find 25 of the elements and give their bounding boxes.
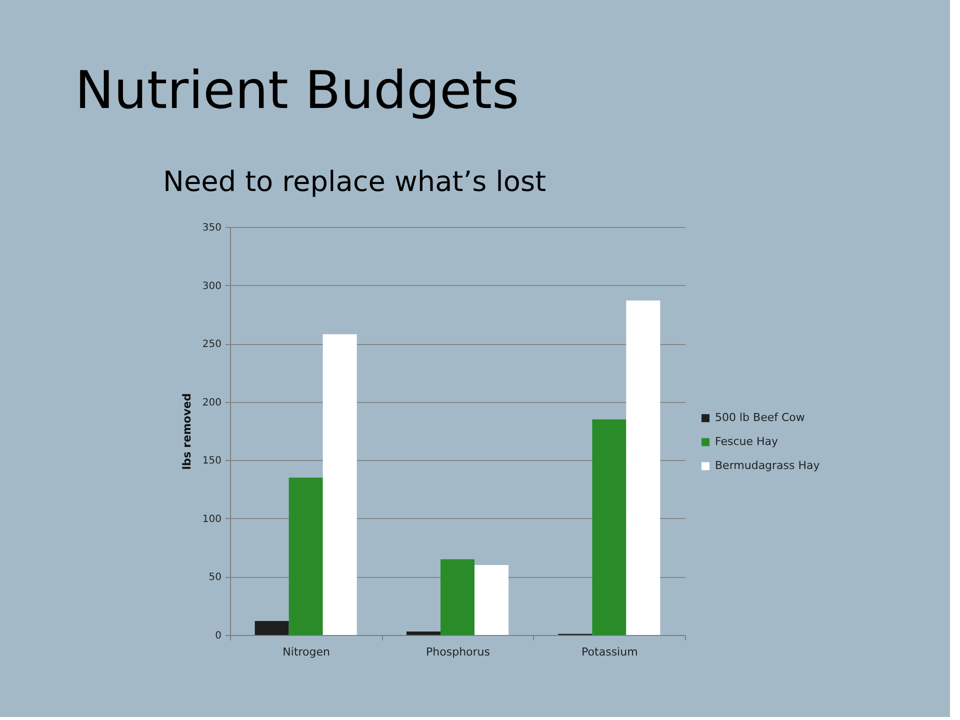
y-tick-label: 50 xyxy=(208,572,222,584)
bar xyxy=(254,621,289,635)
chart-subtitle: Need to replace what’s lost xyxy=(163,165,546,198)
y-axis-title: lbs removed xyxy=(180,393,194,470)
x-tick-label: Potassium xyxy=(582,646,638,658)
x-tick-label: Nitrogen xyxy=(282,646,330,658)
x-tick-label: Phosphorus xyxy=(426,646,490,658)
y-tick-label: 350 xyxy=(202,222,222,234)
bar xyxy=(288,478,323,635)
y-tick-label: 250 xyxy=(202,339,222,350)
legend-label: Fescue Hay xyxy=(715,435,779,448)
y-tick-label: 200 xyxy=(202,397,222,408)
bar xyxy=(592,419,626,635)
legend-label: Bermudagrass Hay xyxy=(715,459,820,472)
y-tick-label: 150 xyxy=(202,456,222,467)
bar xyxy=(474,565,509,635)
y-tick-label: 300 xyxy=(202,280,222,292)
bar xyxy=(626,300,660,635)
bar xyxy=(322,334,357,635)
y-tick-label: 0 xyxy=(215,630,222,642)
bar xyxy=(406,632,440,635)
legend-label: 500 lb Beef Cow xyxy=(715,411,805,424)
chart-title: Nutrient Budgets xyxy=(75,61,520,121)
bar xyxy=(440,559,475,635)
y-tick-label: 100 xyxy=(202,514,222,525)
